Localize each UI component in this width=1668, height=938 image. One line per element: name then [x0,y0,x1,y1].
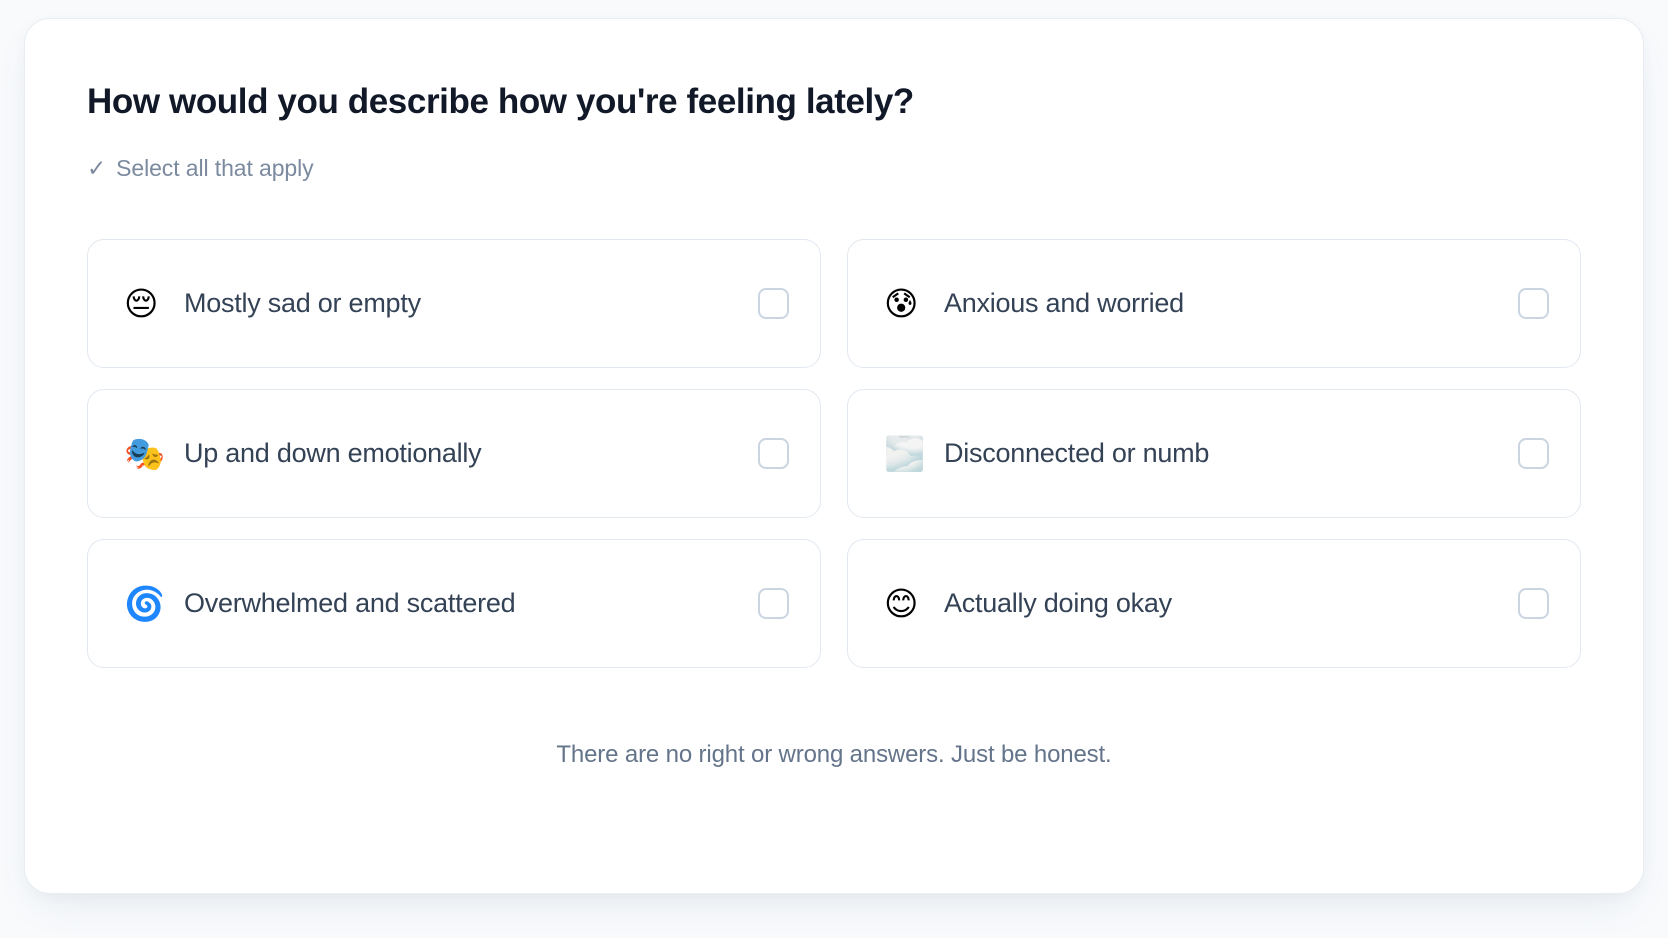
survey-card: How would you describe how you're feelin… [24,18,1644,894]
option-checkbox[interactable] [1518,288,1549,319]
option-label: Mostly sad or empty [184,288,421,318]
fog-emoji: 🌫️ [884,434,926,473]
cyclone-emoji: 🌀 [124,584,166,623]
smiling-face-with-smiling-eyes-emoji: 😊 [884,584,919,623]
option-label: Anxious and worried [944,288,1184,318]
option-checkbox[interactable] [758,288,789,319]
option-checkbox[interactable] [758,438,789,469]
performing-arts-masks-emoji: 🎭 [124,434,166,473]
option-label: Overwhelmed and scattered [184,588,516,618]
option-card-up-and-down-emotionally[interactable]: 🎭 Up and down emotionally [87,389,821,518]
option-checkbox[interactable] [1518,588,1549,619]
option-label: Disconnected or numb [944,438,1210,468]
anxious-face-with-sweat-emoji: 😰 [884,284,919,323]
option-card-disconnected-or-numb[interactable]: 🌫️ Disconnected or numb [847,389,1581,518]
option-label: Actually doing okay [944,588,1172,618]
select-all-hint-label: Select all that apply [116,155,314,181]
option-label: Up and down emotionally [184,438,482,468]
pensive-face-emoji: 😔 [124,284,159,323]
option-checkbox[interactable] [758,588,789,619]
option-card-mostly-sad-or-empty[interactable]: 😔 Mostly sad or empty [87,239,821,368]
footer-note: There are no right or wrong answers. Jus… [556,741,1112,768]
option-card-actually-doing-okay[interactable]: 😊 Actually doing okay [847,539,1581,668]
select-all-hint: ✓ Select all that apply [87,155,1581,182]
check-icon: ✓ [87,155,107,181]
option-checkbox[interactable] [1518,438,1549,469]
option-card-overwhelmed-and-scattered[interactable]: 🌀 Overwhelmed and scattered [87,539,821,668]
option-card-anxious-and-worried[interactable]: 😰 Anxious and worried [847,239,1581,368]
page-title: How would you describe how you're feelin… [87,82,914,121]
options-grid: 😔 Mostly sad or empty 😰 Anxious and worr… [87,239,1581,668]
